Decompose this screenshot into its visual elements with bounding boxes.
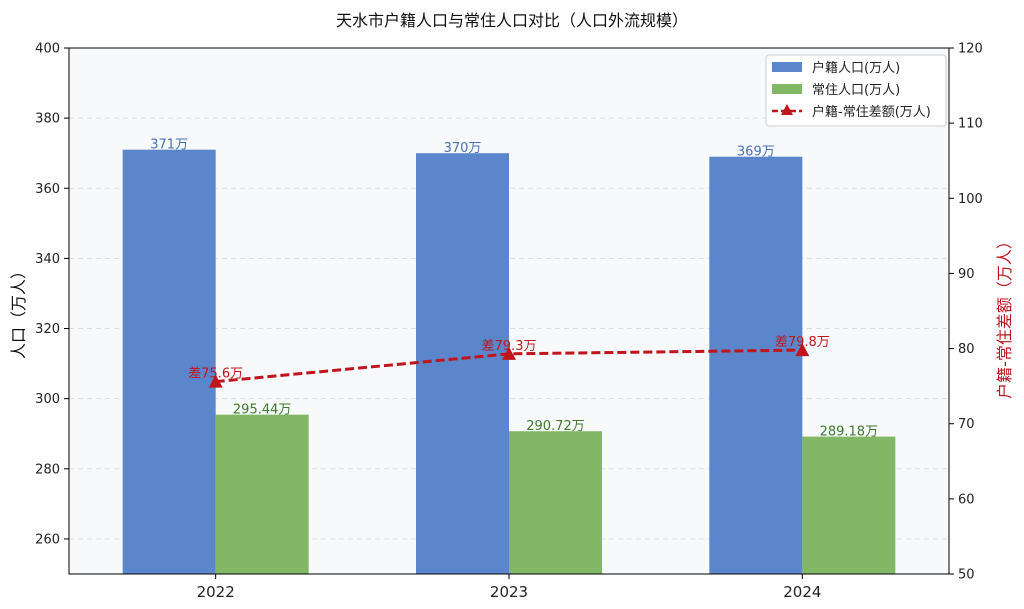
- bar-label-hukou: 370万: [444, 141, 482, 156]
- left-axis-ticks: 260 280 300 320 340 360 380 400: [35, 42, 69, 547]
- bar-hukou: [416, 153, 509, 574]
- legend-swatch-changzhu: [772, 84, 802, 94]
- y2-tick-label: 120: [958, 42, 983, 57]
- x-axis-ticks: 2022 2023 2024: [197, 574, 821, 601]
- bar-label-changzhu: 290.72万: [526, 419, 585, 434]
- y-tick-label: 260: [35, 532, 60, 547]
- x-tick-label: 2022: [197, 583, 235, 601]
- y-tick-label: 400: [35, 42, 60, 57]
- y2-tick-label: 50: [958, 568, 975, 583]
- bar-changzhu: [509, 431, 602, 574]
- x-tick-label: 2023: [490, 583, 528, 601]
- y-axis-title: 人口（万人）: [9, 263, 28, 359]
- diff-label: 差79.3万: [482, 339, 537, 354]
- bar-changzhu: [215, 414, 309, 574]
- data-labels: 371万 295.44万 370万 290.72万 369万 289.18万 差75.6万 差…: [150, 138, 878, 440]
- y2-tick-label: 100: [958, 192, 983, 207]
- legend-box: [765, 54, 947, 127]
- diff-marker: [208, 374, 223, 388]
- diff-line-series: [208, 343, 810, 388]
- bar-label-changzhu: 289.18万: [820, 425, 879, 440]
- y-tick-label: 340: [35, 252, 60, 267]
- y-tick-label: 280: [35, 462, 60, 477]
- bar-hukou: [709, 156, 803, 574]
- bar-changzhu: [802, 436, 896, 574]
- legend-label-changzhu: 常住人口(万人): [812, 83, 900, 98]
- y-tick-label: 300: [35, 392, 60, 407]
- diff-label: 差79.8万: [775, 335, 830, 350]
- y-tick-label: 360: [35, 182, 60, 197]
- y2-tick-label: 90: [958, 267, 975, 282]
- bar-hukou: [122, 149, 216, 574]
- diff-marker: [795, 343, 810, 357]
- legend-label-diff: 户籍-常住差额(万人): [812, 104, 931, 120]
- x-tick-label: 2024: [783, 583, 821, 601]
- y2-tick-label: 60: [958, 492, 975, 507]
- legend-label-hukou: 户籍人口(万人): [812, 60, 900, 76]
- y2-axis-title: 户籍-常住差额（万人）: [995, 233, 1014, 399]
- y2-tick-label: 80: [958, 342, 975, 357]
- right-axis-ticks: 50 60 70 80 90 100 110 120: [949, 42, 983, 583]
- y-tick-label: 380: [35, 112, 60, 127]
- bar-label-changzhu: 295.44万: [233, 403, 292, 418]
- chart-title: 天水市户籍人口与常住人口对比（人口外流规模）: [336, 11, 688, 30]
- diff-label: 差75.6万: [188, 367, 243, 382]
- bars: [122, 149, 896, 574]
- y-tick-label: 320: [35, 322, 60, 337]
- bar-label-hukou: 369万: [737, 145, 775, 160]
- y2-tick-label: 70: [958, 417, 975, 432]
- legend: 户籍人口(万人) 常住人口(万人) 户籍-常住差额(万人): [765, 54, 947, 127]
- legend-swatch-hukou: [772, 62, 802, 72]
- bar-label-hukou: 371万: [150, 138, 188, 153]
- y2-tick-label: 110: [958, 117, 983, 132]
- legend-swatch-diff-marker: [781, 104, 793, 115]
- diff-marker: [502, 346, 516, 360]
